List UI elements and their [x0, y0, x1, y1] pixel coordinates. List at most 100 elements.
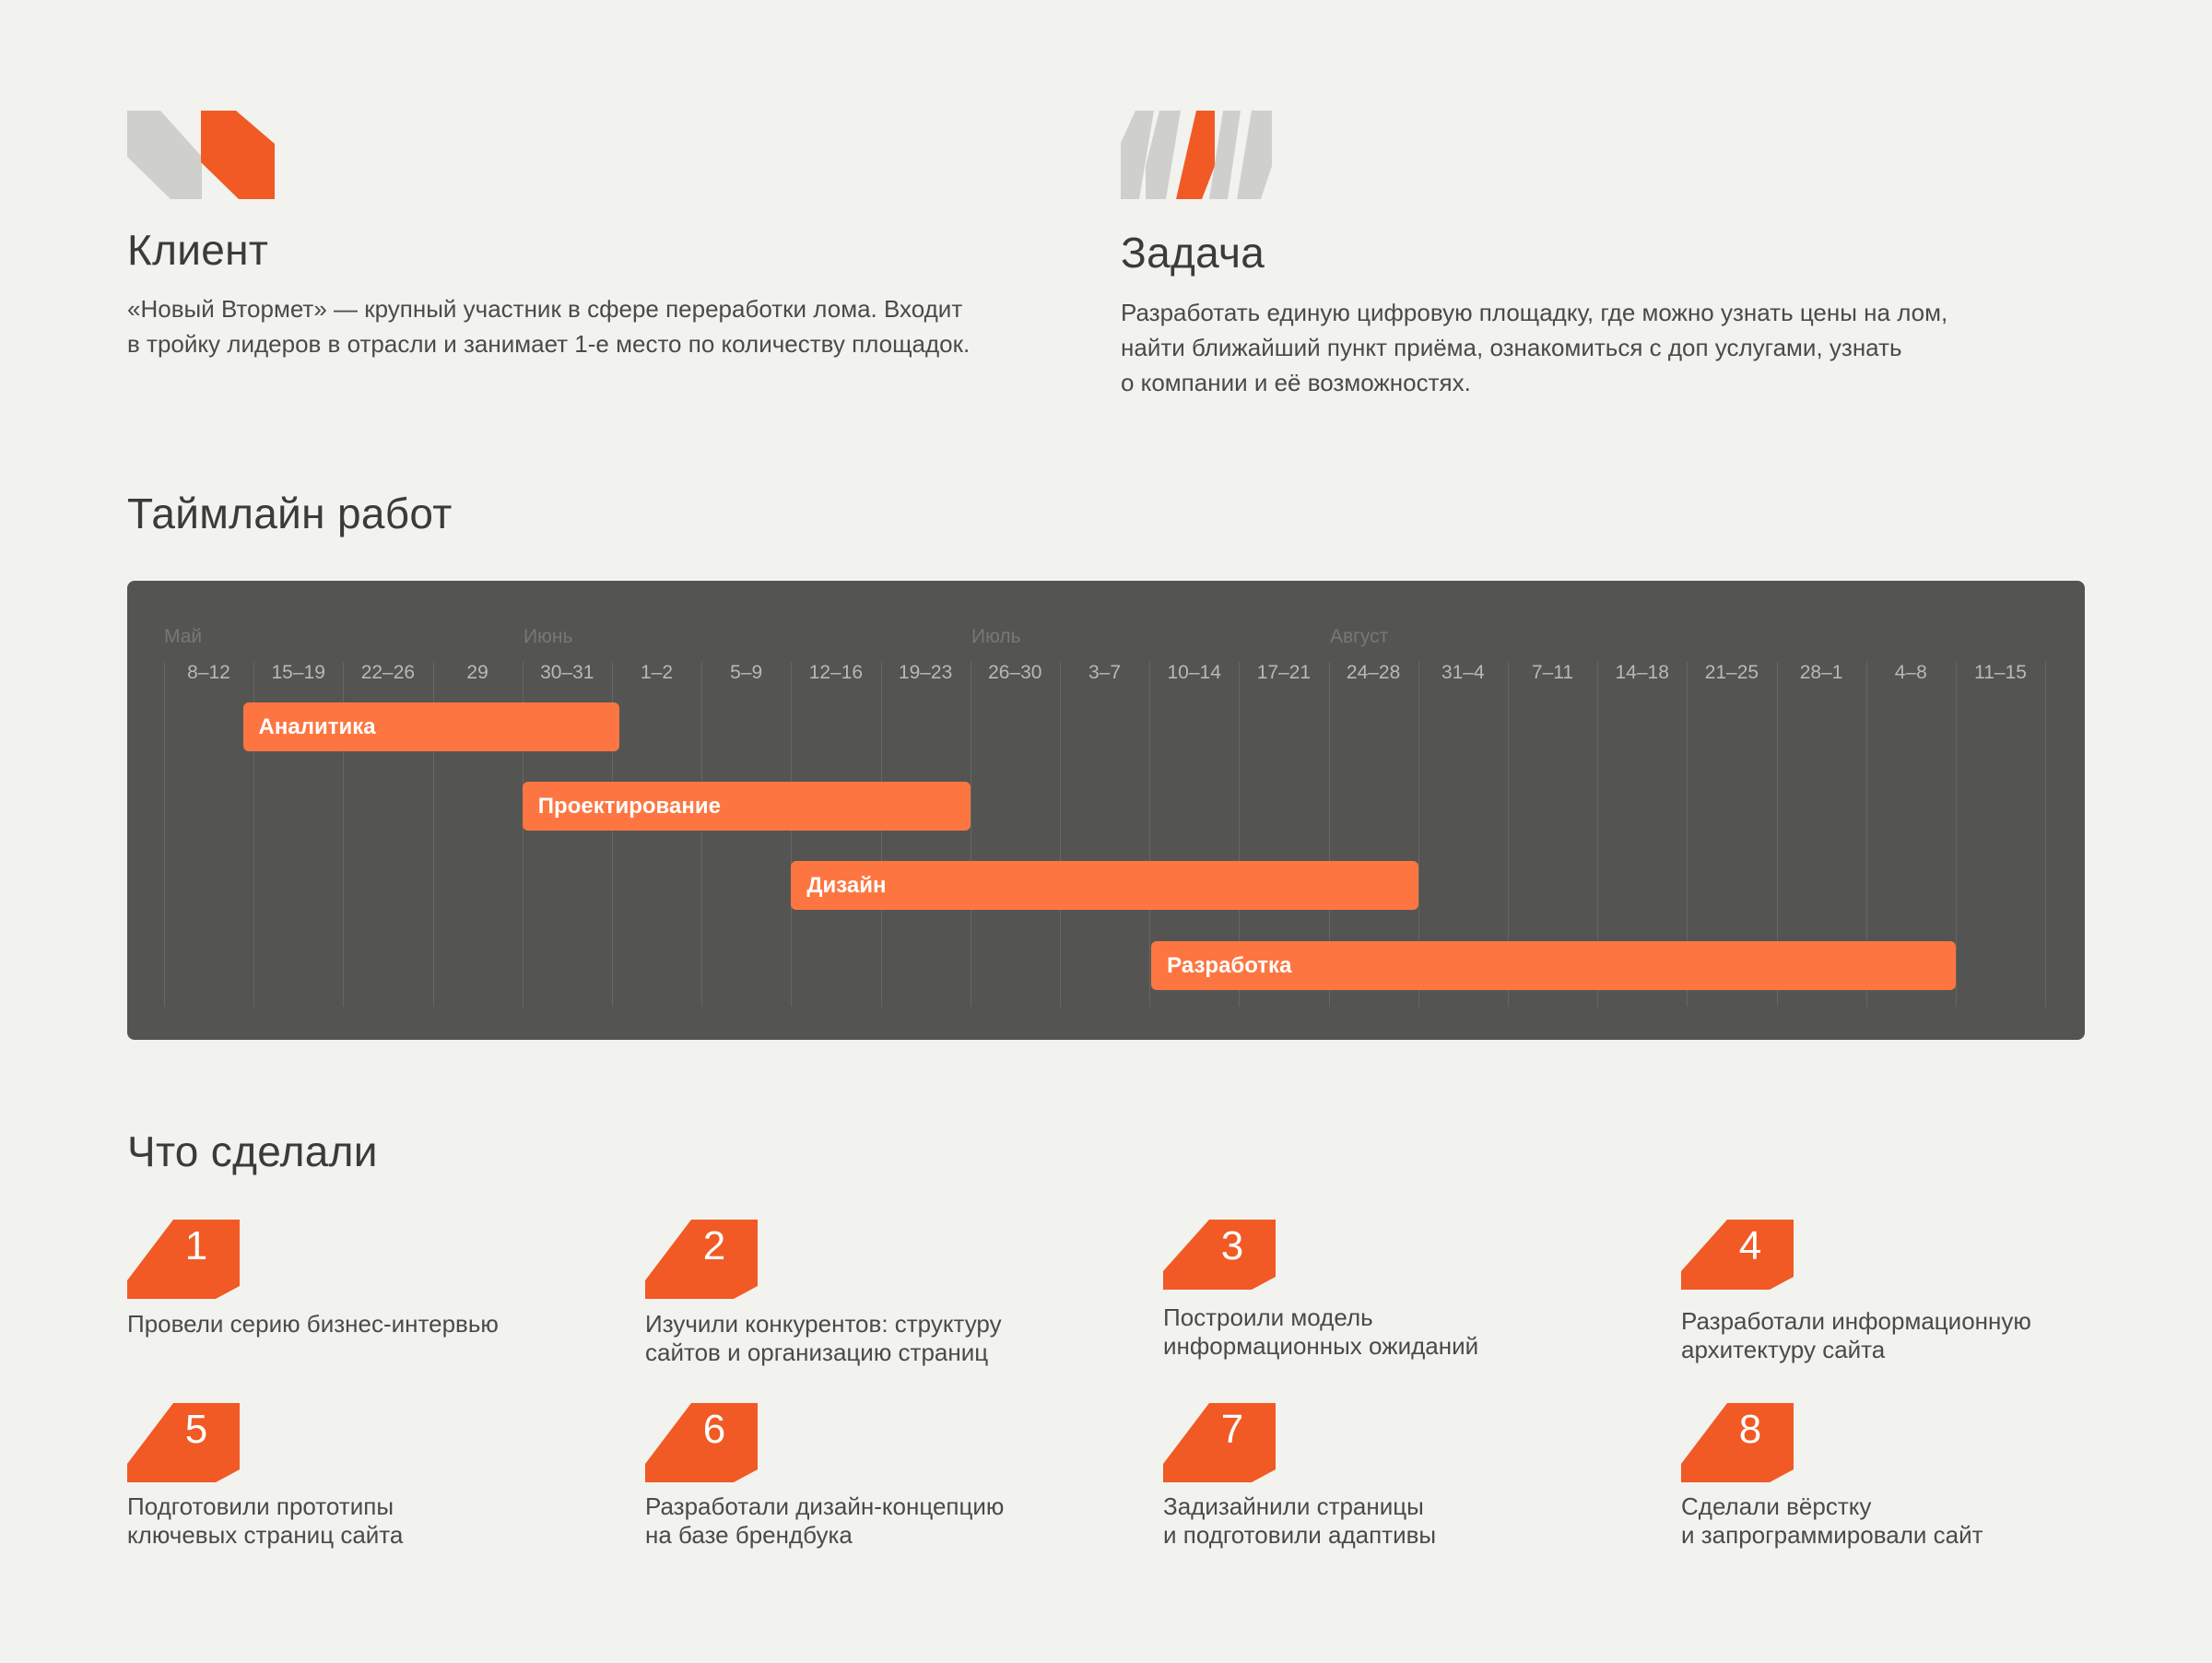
week-label: 28–1 [1799, 662, 1843, 683]
done-title: Что сделали [127, 1127, 378, 1175]
grid-line [1865, 662, 1867, 1007]
step-badge-icon: 4 [1681, 1220, 1794, 1299]
month-label: Июнь [524, 626, 573, 647]
step-badge-icon: 1 [127, 1220, 240, 1299]
step-badge-icon: 8 [1681, 1403, 1794, 1482]
phase-bar: Дизайн [791, 861, 1418, 910]
week-label: 19–23 [898, 662, 953, 683]
grid-line [1149, 662, 1151, 1007]
step-number: 8 [1738, 1407, 1762, 1452]
step-description: Подготовили прототипы ключевых страниц са… [127, 1492, 570, 1550]
week-label: 4–8 [1894, 662, 1927, 683]
week-label: 10–14 [1167, 662, 1221, 683]
grid-line [522, 662, 524, 1007]
grid-line [612, 662, 613, 1007]
week-label: 22–26 [360, 662, 416, 683]
task-description-line: Разработать единую цифровую площадку, гд… [1121, 299, 1948, 326]
week-label: 29 [466, 662, 488, 683]
grid-line [791, 662, 793, 1007]
step-description: Сделали вёрстку и запрограммировали сайт [1681, 1492, 2124, 1550]
month-label: Май [164, 626, 203, 647]
grid-line [1956, 662, 1957, 1007]
client-title: Клиент [127, 226, 269, 274]
week-label: 7–11 [1531, 662, 1574, 683]
task-title: Задача [1121, 229, 1265, 277]
step-description-line: Разработали дизайн-концепцию [645, 1492, 1005, 1520]
step-number: 6 [702, 1407, 726, 1452]
task-description: Разработать единую цифровую площадку, гд… [1121, 295, 2098, 400]
step-description-line: Задизайнили страницы [1163, 1492, 1424, 1520]
step-badge-icon: 6 [645, 1403, 758, 1482]
grid-line [1508, 662, 1509, 1007]
grid-line [1239, 662, 1241, 1007]
step-description-line: Провели серию бизнес-интервью [127, 1310, 499, 1338]
grid-line [1597, 662, 1599, 1007]
week-label: 5–9 [730, 662, 763, 683]
task-stripes-icon [1121, 111, 1272, 204]
client-description-line: в тройку лидеров в отрасли и занимает 1-… [127, 330, 971, 358]
client-logo-icon [127, 111, 276, 204]
step-description-line: сайтов и организацию страниц [645, 1339, 989, 1366]
week-label: 17–21 [1256, 662, 1312, 683]
step-description-line: информационных ожиданий [1163, 1332, 1479, 1360]
step-number: 7 [1220, 1407, 1244, 1452]
client-description: «Новый Втормет» — крупный участник в сфе… [127, 291, 1067, 361]
step-badge-icon: 3 [1163, 1220, 1276, 1299]
grid-line [2045, 662, 2047, 1007]
step-description-line: Сделали вёрстку [1681, 1492, 1872, 1520]
step-badge-icon: 7 [1163, 1403, 1276, 1482]
timeline-title: Таймлайн работ [127, 489, 453, 537]
week-label: 8–12 [187, 662, 230, 683]
grid-line [1328, 662, 1330, 1007]
step-description: Построили модель информационных ожиданий [1163, 1303, 1606, 1361]
step-description-line: ключевых страниц сайта [127, 1521, 404, 1549]
grid-line [701, 662, 703, 1007]
step-description-line: Построили модель [1163, 1303, 1373, 1331]
week-label: 11–15 [1974, 662, 2027, 683]
month-label: Август [1330, 626, 1389, 647]
step-description-line: на базе брендбука [645, 1521, 853, 1549]
step-number: 3 [1220, 1223, 1244, 1268]
step-description: Разработали информационную архитектуру са… [1681, 1307, 2124, 1364]
week-label: 30–31 [540, 662, 594, 683]
step-description-line: Разработали информационную [1681, 1307, 2031, 1335]
week-label: 26–30 [988, 662, 1042, 683]
week-label: 31–4 [1441, 662, 1485, 683]
grid-line [432, 662, 434, 1007]
step-description-line: архитектуру сайта [1681, 1336, 1886, 1363]
step-badge-icon: 2 [645, 1220, 758, 1299]
grid-line [880, 662, 882, 1007]
step-number: 1 [184, 1223, 208, 1268]
week-label: 14–18 [1615, 662, 1669, 683]
week-label: 1–2 [640, 662, 674, 683]
month-label: Июль [971, 626, 1021, 647]
grid-line [253, 662, 255, 1007]
client-description-line: «Новый Втормет» — крупный участник в сфе… [127, 295, 963, 323]
step-number: 4 [1738, 1223, 1762, 1268]
step-description: Задизайнили страницы и подготовили адапти… [1163, 1492, 1606, 1550]
week-label: 3–7 [1088, 662, 1122, 683]
phase-bar: Аналитика [242, 702, 619, 751]
grid-line [343, 662, 345, 1007]
grid-line [1687, 662, 1688, 1007]
grid-line [1776, 662, 1778, 1007]
phase-bar: Проектирование [522, 782, 971, 831]
step-description-line: и запрограммировали сайт [1681, 1521, 1983, 1549]
week-label: 12–16 [808, 662, 864, 683]
grid-line [1060, 662, 1061, 1007]
task-description-line: о компании и её возможностях. [1121, 369, 1471, 396]
grid-line [164, 662, 165, 1007]
step-description-line: и подготовили адаптивы [1163, 1521, 1437, 1549]
week-label: 24–28 [1346, 662, 1401, 683]
grid-line [1418, 662, 1419, 1007]
step-description: Разработали дизайн-концепцию на базе брен… [645, 1492, 1088, 1550]
step-description-line: Изучили конкурентов: структуру [645, 1310, 1002, 1338]
step-description-line: Подготовили прототипы [127, 1492, 394, 1520]
task-description-line: найти ближайший пункт приёма, ознакомить… [1121, 334, 1902, 361]
step-number: 2 [702, 1223, 726, 1268]
phase-bar: Разработка [1151, 941, 1956, 990]
week-label: 15–19 [271, 662, 325, 683]
step-number: 5 [184, 1407, 208, 1452]
step-badge-icon: 5 [127, 1403, 240, 1482]
timeline-panel: Май Июнь Июль Август 8–12 15–19 22–26 29 30–… [127, 581, 2085, 1040]
